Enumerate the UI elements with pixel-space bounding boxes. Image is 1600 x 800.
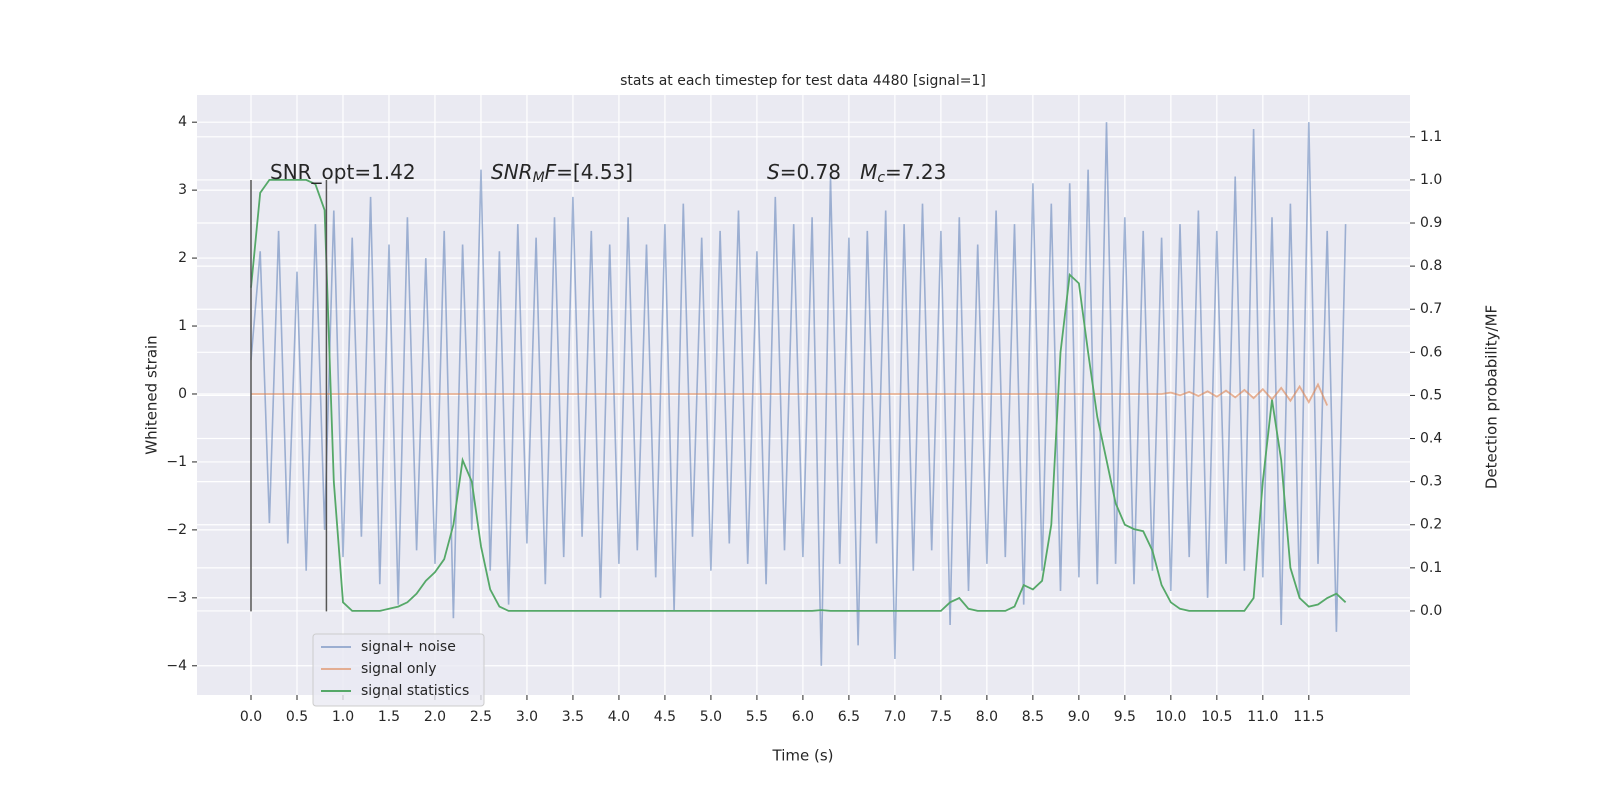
y2-tick-label: 0.3	[1420, 474, 1442, 490]
x-tick-label: 1.5	[378, 709, 400, 725]
y-tick-label: −3	[166, 590, 187, 606]
annotation-part: M	[533, 170, 545, 186]
legend-label: signal only	[361, 661, 436, 677]
x-tick-label: 8.0	[976, 709, 998, 725]
y-tick-label: 1	[178, 318, 187, 334]
y-tick-label: −2	[166, 522, 187, 538]
x-tick-label: 0.0	[240, 709, 262, 725]
y2-tick-label: 1.0	[1420, 172, 1442, 188]
y-tick-label: 4	[178, 114, 187, 130]
legend-box	[312, 633, 485, 707]
y2-tick-label: 0.6	[1420, 344, 1442, 360]
y2-tick-label: 0.4	[1420, 431, 1442, 447]
annotation-part: =7.23	[885, 160, 946, 184]
annotation-part: M	[860, 160, 877, 184]
legend-label: signal statistics	[361, 683, 469, 699]
x-tick-label: 6.0	[792, 709, 814, 725]
x-tick-label: 9.0	[1068, 709, 1090, 725]
annotation-part: =0.78	[780, 160, 860, 184]
annotation-part: F	[545, 160, 557, 184]
x-tick-label: 3.5	[562, 709, 584, 725]
x-tick-label: 2.0	[424, 709, 446, 725]
x-tick-label: 7.0	[884, 709, 906, 725]
annotation: SNR_opt=1.42	[270, 160, 416, 184]
x-tick-label: 9.5	[1114, 709, 1136, 725]
y2-tick-label: 0.7	[1420, 301, 1442, 317]
y2-tick-label: 0.8	[1420, 258, 1442, 274]
y-tick-label: 3	[178, 182, 187, 198]
y2-axis-label: Detection probability/MF	[1483, 305, 1501, 489]
y-axis-label: Whitened strain	[143, 335, 161, 454]
y-tick-label: 0	[178, 386, 187, 402]
x-tick-label: 6.5	[838, 709, 860, 725]
chart-title: stats at each timestep for test data 448…	[620, 73, 986, 89]
y-tick-label: 2	[178, 250, 187, 266]
x-tick-label: 5.0	[700, 709, 722, 725]
x-tick-label: 10.0	[1155, 709, 1186, 725]
x-tick-label: 2.5	[470, 709, 492, 725]
x-tick-label: 3.0	[516, 709, 538, 725]
x-tick-label: 7.5	[930, 709, 952, 725]
series-line	[250, 122, 1347, 666]
annotation-part: c	[877, 170, 885, 186]
x-tick-label: 11.0	[1247, 709, 1278, 725]
annotation-part: SNR_opt=1.42	[270, 160, 416, 184]
annotation-part: =[4.53]	[556, 160, 633, 184]
x-tick-label: 4.0	[608, 709, 630, 725]
y2-tick-label: 0.5	[1420, 387, 1442, 403]
y-tick-label: −1	[166, 454, 187, 470]
x-tick-label: 8.5	[1022, 709, 1044, 725]
legend-label: signal+ noise	[361, 639, 456, 655]
y2-tick-label: 0.9	[1420, 215, 1442, 231]
x-tick-label: 10.5	[1201, 709, 1232, 725]
x-axis-label: Time (s)	[772, 747, 834, 765]
annotation: S=0.78 Mc=7.23	[767, 160, 946, 187]
y2-tick-label: 0.2	[1420, 517, 1442, 533]
series-line	[250, 179, 1347, 612]
x-tick-label: 0.5	[286, 709, 308, 725]
y2-tick-label: 0.1	[1420, 560, 1442, 576]
x-tick-label: 11.5	[1293, 709, 1324, 725]
y2-tick-label: 1.1	[1420, 129, 1442, 145]
annotation: SNRMF=[4.53]	[491, 160, 633, 187]
annotation-part: SNR	[491, 160, 533, 184]
series-line	[251, 382, 1329, 406]
x-tick-label: 5.5	[746, 709, 768, 725]
annotation-part: S	[767, 160, 780, 184]
y2-tick-label: 0.0	[1420, 603, 1442, 619]
x-tick-label: 4.5	[654, 709, 676, 725]
y-tick-label: −4	[166, 658, 187, 674]
x-tick-label: 1.0	[332, 709, 354, 725]
